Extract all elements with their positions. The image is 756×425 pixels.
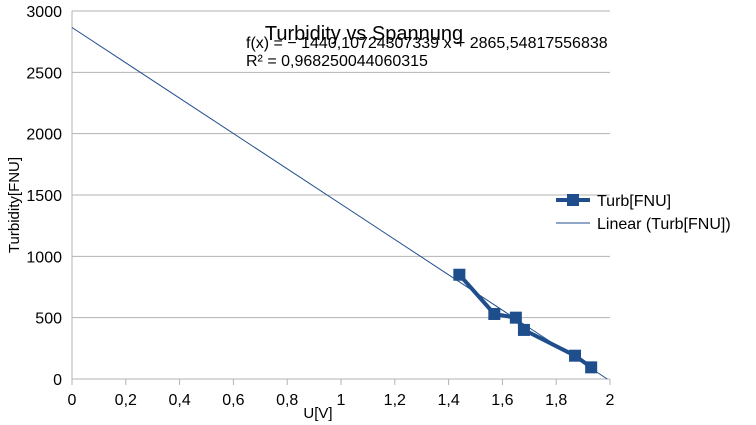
- x-tick-label: 2: [606, 392, 615, 409]
- axes: [71, 11, 611, 385]
- data-point-marker: [509, 311, 522, 324]
- y-tick-label: 2500: [26, 65, 62, 82]
- y-tick-label: 1000: [26, 249, 62, 266]
- grid-lines: [72, 10, 610, 380]
- x-tick-label: 1,8: [545, 392, 567, 409]
- x-tick-label: 1,4: [437, 392, 459, 409]
- data-point-marker: [453, 268, 466, 281]
- legend-series-marker: [567, 194, 579, 206]
- y-tick-label: 1500: [26, 188, 62, 205]
- x-tick-label: 1,6: [491, 392, 513, 409]
- legend-series-label: Turb[FNU]: [597, 193, 671, 210]
- data-point-marker: [488, 307, 501, 320]
- x-tick-label: 0: [68, 392, 77, 409]
- x-tick-label: 1,2: [384, 392, 406, 409]
- y-tick-label: 2000: [26, 127, 62, 144]
- y-tick-label: 0: [53, 372, 62, 389]
- r-squared: R² = 0,968250044060315: [246, 53, 428, 70]
- data-point-marker: [517, 323, 530, 336]
- series-group: [453, 268, 598, 374]
- y-tick-label: 3000: [26, 4, 62, 21]
- trendline-equation: f(x) = − 1440,10724307339 x + 2865,54817…: [246, 35, 608, 52]
- x-tick-label: 0,2: [115, 392, 137, 409]
- y-tick-labels: 0 500 1000 1500 2000 2500 3000: [26, 4, 62, 389]
- x-tick-label: 0,6: [222, 392, 244, 409]
- x-tick-label: 1: [337, 392, 346, 409]
- x-axis-label: U[V]: [303, 405, 332, 422]
- legend: Turb[FNU] Linear (Turb[FNU]): [556, 193, 731, 233]
- y-axis-label: Turbidity[FNU]: [6, 157, 23, 253]
- legend-trendline-label: Linear (Turb[FNU]): [597, 216, 731, 233]
- data-point-marker: [585, 361, 598, 374]
- data-point-marker: [569, 349, 582, 362]
- chart-title: Turbidity vs Spannung: [265, 23, 463, 45]
- x-tick-label: 0,4: [168, 392, 190, 409]
- x-tick-label: 0,8: [276, 392, 298, 409]
- y-tick-label: 500: [35, 311, 62, 328]
- x-tick-labels: 0 0,2 0,4 0,6 0,8 1 1,2 1,4 1,6 1,8 2: [68, 392, 615, 409]
